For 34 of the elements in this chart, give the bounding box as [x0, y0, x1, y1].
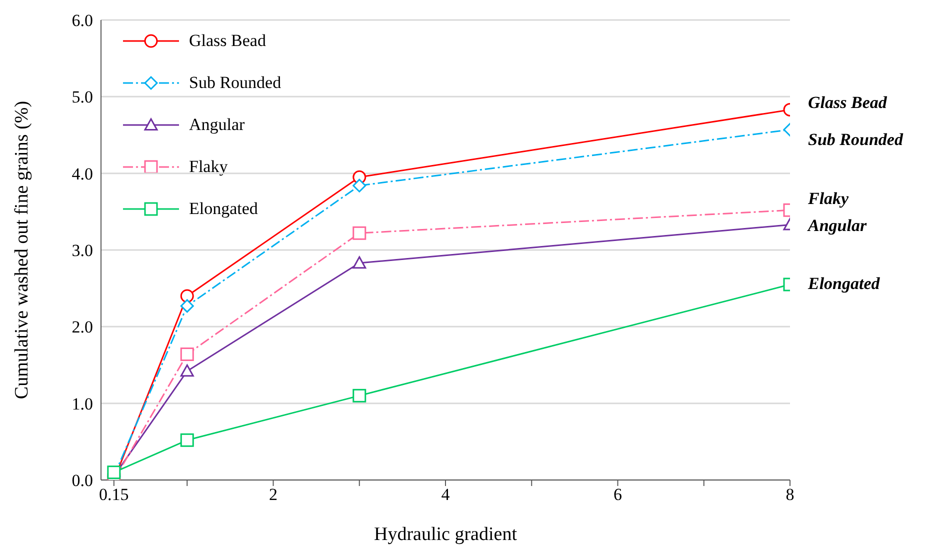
x-axis-title: Hydraulic gradient — [374, 524, 518, 545]
point — [107, 466, 121, 480]
y-axis-title: Cumulative washed out fine grains (%) — [12, 100, 33, 400]
y-tick-label: 6.0 — [72, 11, 93, 30]
y-tick-label: 4.0 — [72, 164, 93, 184]
point — [180, 364, 194, 377]
text: Sub Rounded — [808, 130, 903, 150]
text: Elongated — [808, 274, 880, 294]
legend-label: Angular — [189, 115, 245, 135]
point — [352, 178, 366, 192]
legend-label: Glass Bead — [189, 31, 266, 51]
x-tick-label: 2 — [269, 485, 278, 504]
text: Angular — [808, 216, 867, 236]
point — [352, 226, 366, 240]
x-tick-label: 4 — [441, 485, 450, 504]
point — [180, 348, 194, 362]
y-tick-label: 5.0 — [72, 88, 93, 107]
x-tick-label: 6 — [614, 485, 622, 504]
point — [352, 388, 366, 402]
y-tick-label: 0.0 — [72, 471, 93, 490]
point — [180, 289, 194, 303]
y-tick-label: 1.0 — [72, 394, 93, 414]
x-tick-label: 0.15 — [99, 485, 129, 504]
point — [180, 299, 194, 313]
point — [352, 256, 366, 269]
y-tick-label: 3.0 — [72, 241, 93, 260]
text: Flaky — [808, 189, 849, 209]
legend-label: Elongated — [189, 199, 258, 219]
legend-label: Sub Rounded — [189, 73, 282, 93]
legend-label: Flaky — [189, 157, 228, 177]
text: Glass Bead — [808, 93, 887, 113]
point — [180, 433, 194, 447]
x-tick-label: 8 — [786, 485, 794, 504]
y-tick-label: 2.0 — [72, 318, 93, 337]
